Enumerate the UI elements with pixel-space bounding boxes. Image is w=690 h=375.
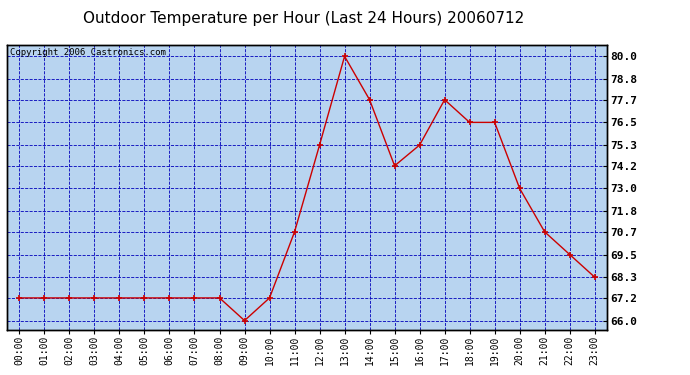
Text: Outdoor Temperature per Hour (Last 24 Hours) 20060712: Outdoor Temperature per Hour (Last 24 Ho… [83, 11, 524, 26]
Text: Copyright 2006 Castronics.com: Copyright 2006 Castronics.com [10, 48, 166, 57]
